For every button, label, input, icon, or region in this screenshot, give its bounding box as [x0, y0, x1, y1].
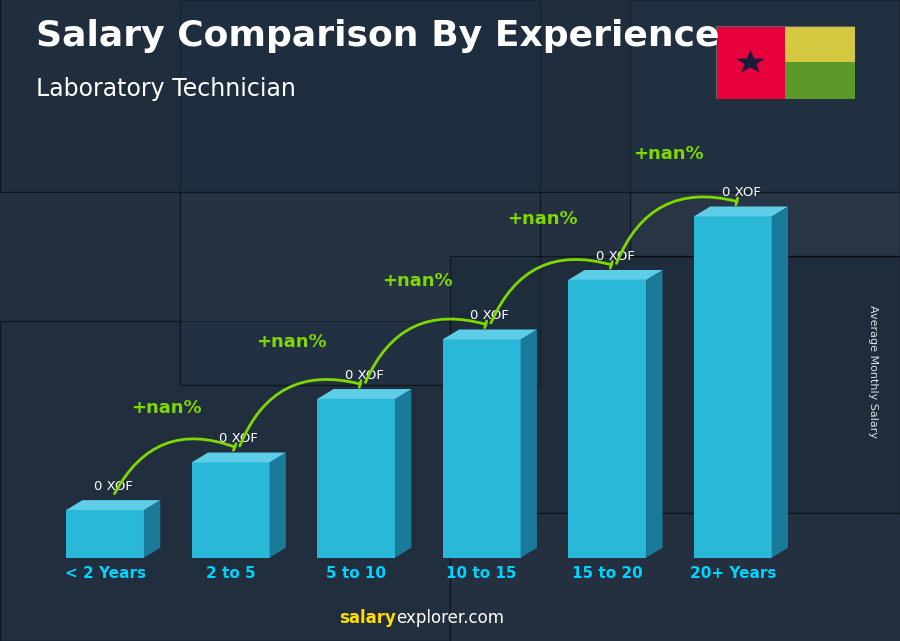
Polygon shape	[520, 329, 537, 558]
Text: explorer.com: explorer.com	[396, 609, 504, 627]
Polygon shape	[568, 280, 646, 558]
Polygon shape	[269, 453, 286, 558]
Polygon shape	[192, 462, 269, 558]
Text: Salary Comparison By Experience: Salary Comparison By Experience	[36, 19, 719, 53]
Text: 0 XOF: 0 XOF	[596, 250, 634, 263]
Polygon shape	[66, 500, 160, 510]
Polygon shape	[317, 389, 411, 399]
Polygon shape	[568, 270, 662, 280]
Polygon shape	[771, 206, 788, 558]
Text: 0 XOF: 0 XOF	[471, 310, 509, 322]
Text: +nan%: +nan%	[508, 210, 578, 228]
Polygon shape	[785, 26, 855, 62]
Polygon shape	[66, 510, 144, 558]
Text: 0 XOF: 0 XOF	[94, 480, 132, 493]
Polygon shape	[192, 453, 286, 462]
Polygon shape	[443, 340, 520, 558]
Polygon shape	[317, 399, 395, 558]
Polygon shape	[395, 389, 411, 558]
Polygon shape	[716, 26, 785, 99]
Text: +nan%: +nan%	[633, 145, 704, 163]
Text: 0 XOF: 0 XOF	[345, 369, 383, 382]
Text: Average Monthly Salary: Average Monthly Salary	[868, 305, 878, 438]
Polygon shape	[785, 62, 855, 99]
Text: 0 XOF: 0 XOF	[220, 433, 258, 445]
Polygon shape	[694, 217, 771, 558]
Polygon shape	[443, 329, 537, 340]
Polygon shape	[646, 270, 662, 558]
Polygon shape	[736, 50, 765, 72]
Text: +nan%: +nan%	[130, 399, 202, 417]
Text: Laboratory Technician: Laboratory Technician	[36, 77, 296, 101]
Text: +nan%: +nan%	[382, 272, 453, 290]
Text: salary: salary	[339, 609, 396, 627]
Text: 0 XOF: 0 XOF	[722, 187, 760, 199]
Polygon shape	[694, 206, 788, 217]
Text: +nan%: +nan%	[256, 333, 327, 351]
Polygon shape	[144, 500, 160, 558]
